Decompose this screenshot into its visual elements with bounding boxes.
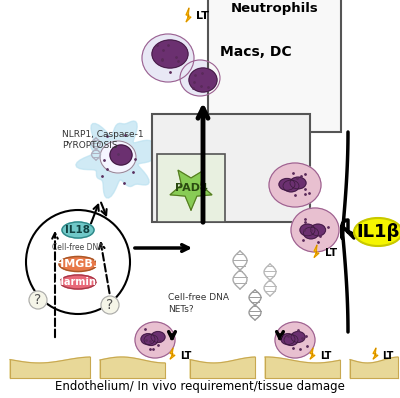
Ellipse shape (142, 34, 194, 82)
Text: Endothelium/ In vivo requirement/tissue damage: Endothelium/ In vivo requirement/tissue … (55, 380, 345, 393)
Text: LT: LT (325, 248, 337, 258)
Text: ?: ? (34, 293, 42, 307)
Text: Neutrophils: Neutrophils (231, 2, 318, 15)
Text: NLRP1, Caspase-1
PYROPTOSIS: NLRP1, Caspase-1 PYROPTOSIS (62, 130, 144, 150)
Polygon shape (170, 170, 212, 210)
Polygon shape (10, 357, 90, 378)
Text: LT: LT (320, 351, 331, 361)
Ellipse shape (354, 218, 400, 246)
Ellipse shape (141, 334, 155, 345)
Ellipse shape (275, 322, 315, 358)
Ellipse shape (152, 40, 188, 68)
Text: HMGB1: HMGB1 (55, 259, 101, 269)
Text: alarmins: alarmins (54, 277, 102, 287)
Polygon shape (76, 121, 154, 198)
Polygon shape (190, 357, 255, 378)
Ellipse shape (144, 335, 158, 345)
Ellipse shape (62, 222, 94, 238)
Polygon shape (170, 348, 175, 359)
Polygon shape (350, 357, 398, 378)
Polygon shape (265, 357, 340, 378)
Ellipse shape (291, 332, 305, 342)
Polygon shape (373, 348, 378, 359)
Ellipse shape (100, 141, 136, 173)
Text: LT: LT (196, 11, 209, 21)
Ellipse shape (151, 332, 165, 342)
Ellipse shape (290, 177, 306, 189)
Bar (152, 114, 310, 222)
Ellipse shape (279, 179, 295, 190)
Text: Cell-free DNA: Cell-free DNA (52, 244, 104, 252)
Text: Cell-free DNA
NETs?: Cell-free DNA NETs? (168, 293, 229, 314)
Polygon shape (100, 357, 165, 378)
Text: LT: LT (382, 351, 393, 361)
Ellipse shape (284, 335, 298, 345)
Ellipse shape (59, 256, 97, 271)
Polygon shape (186, 8, 191, 22)
Bar (157, 154, 225, 222)
Ellipse shape (189, 68, 217, 92)
Ellipse shape (310, 224, 326, 236)
Text: Macs, DC: Macs, DC (220, 45, 292, 59)
Ellipse shape (304, 227, 318, 239)
Ellipse shape (180, 60, 220, 96)
Circle shape (101, 296, 119, 314)
Ellipse shape (269, 163, 321, 207)
Ellipse shape (281, 334, 295, 345)
Circle shape (29, 291, 47, 309)
Text: PAD4: PAD4 (174, 183, 208, 193)
Text: LT: LT (180, 351, 191, 361)
Text: IL1β: IL1β (356, 223, 400, 241)
Polygon shape (314, 245, 319, 258)
Circle shape (26, 210, 130, 314)
Ellipse shape (135, 322, 175, 358)
Ellipse shape (300, 224, 315, 236)
Ellipse shape (283, 180, 299, 192)
Bar (208, 0, 341, 132)
Ellipse shape (291, 208, 339, 252)
Ellipse shape (60, 275, 96, 289)
Polygon shape (310, 348, 315, 359)
Ellipse shape (110, 145, 132, 165)
Text: IL18: IL18 (66, 225, 90, 235)
Text: ?: ? (106, 298, 114, 312)
